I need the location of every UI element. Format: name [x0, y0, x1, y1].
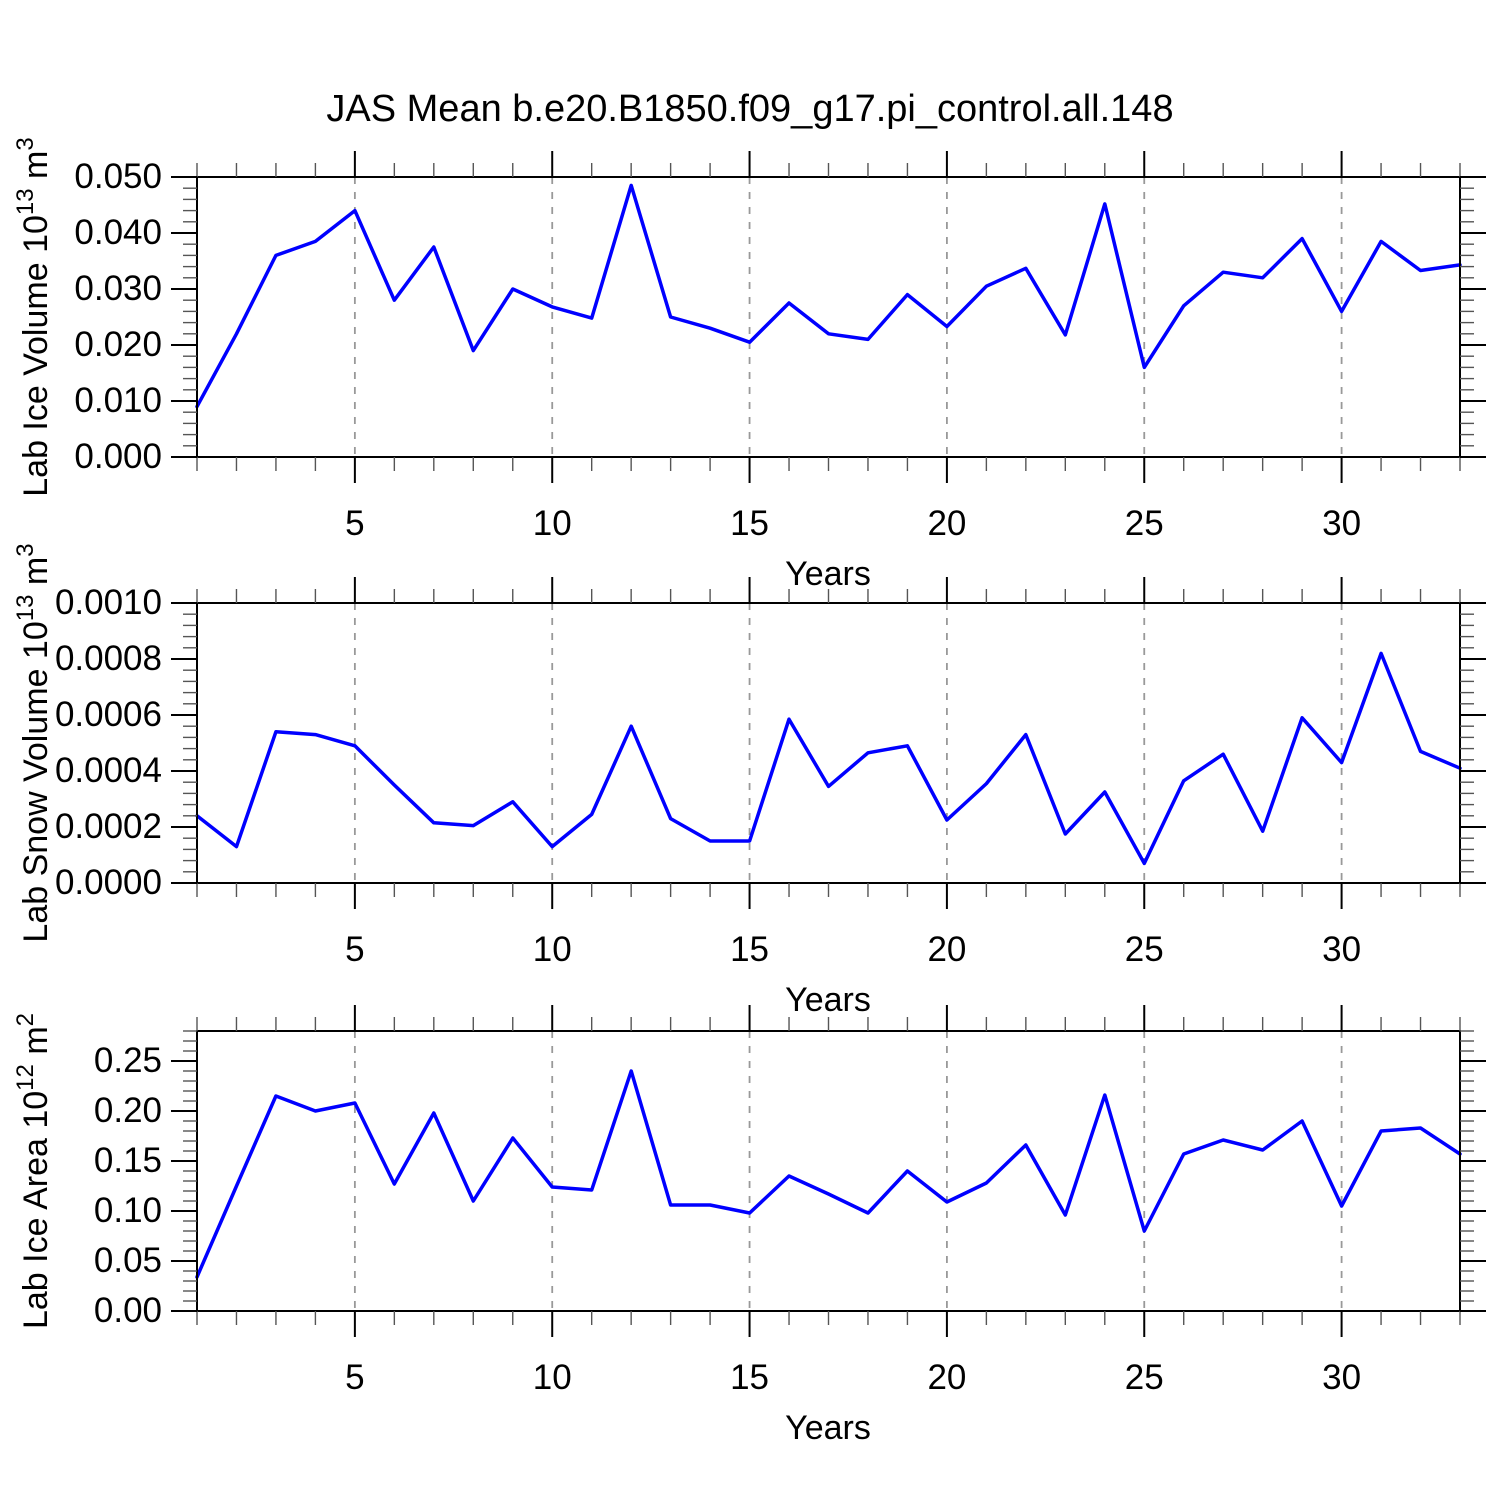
y-tick-label: 0.0006: [54, 695, 162, 734]
data-line: [195, 183, 1462, 409]
y-tick-label: 0.030: [74, 269, 162, 308]
x-tick-label: 10: [532, 504, 572, 543]
x-tick-label: 15: [730, 930, 770, 969]
x-axis-label-years-1: Years: [785, 555, 871, 593]
unit-exponent-superscript: 3: [12, 543, 39, 557]
x-tick-label: 25: [1124, 930, 1164, 969]
unit-exponent-superscript: 2: [12, 1012, 39, 1027]
x-tick-label: 15: [730, 1358, 770, 1397]
y-tick-label: 0.20: [93, 1091, 162, 1130]
y-tick-label: 0.010: [74, 381, 162, 420]
x-tick-label: 30: [1322, 930, 1362, 969]
x-tick-label: 5: [345, 930, 365, 969]
y-tick-label: 0.050: [74, 157, 162, 196]
y-tick-label: 0.0004: [54, 751, 162, 790]
x-tick-label: 30: [1322, 504, 1362, 543]
x-tick-label: 20: [927, 930, 967, 969]
y-tick-label: 0.0010: [54, 583, 162, 622]
x-tick-label: 10: [532, 930, 572, 969]
data-line: [195, 1069, 1462, 1279]
x-tick-label: 5: [345, 1358, 365, 1397]
y-tick-label: 0.0008: [54, 639, 162, 678]
x-tick-label: 25: [1124, 1358, 1164, 1397]
unit-exponent-superscript: 3: [12, 137, 39, 151]
y-tick-label: 0.0002: [54, 807, 162, 846]
y-tick-label: 0.0000: [54, 863, 162, 902]
y-tick-label: 0.10: [93, 1191, 162, 1230]
plot-frame: [196, 176, 1461, 458]
x-axis-label-years-3: Years: [785, 1409, 871, 1447]
x-tick-label: 20: [927, 1358, 967, 1397]
data-line: [195, 651, 1462, 866]
x-tick-label: 20: [927, 504, 967, 543]
x-tick-label: 15: [730, 504, 770, 543]
y-tick-label: 0.020: [74, 325, 162, 364]
y-tick-label: 0.00: [93, 1291, 162, 1330]
y-tick-label: 0.000: [74, 437, 162, 476]
y-tick-label: 0.25: [93, 1041, 162, 1080]
y-tick-label: 0.15: [93, 1141, 162, 1180]
x-tick-label: 25: [1124, 504, 1164, 543]
x-tick-label: 30: [1322, 1358, 1362, 1397]
y-tick-label: 0.05: [93, 1241, 162, 1280]
x-axis-label-years-2: Years: [785, 981, 871, 1019]
y-tick-label: 0.040: [74, 213, 162, 252]
x-tick-label: 10: [532, 1358, 572, 1397]
plot-frame: [196, 602, 1461, 884]
x-tick-label: 5: [345, 504, 365, 543]
figure-title: JAS Mean b.e20.B1850.f09_g17.pi_control.…: [326, 88, 1174, 130]
